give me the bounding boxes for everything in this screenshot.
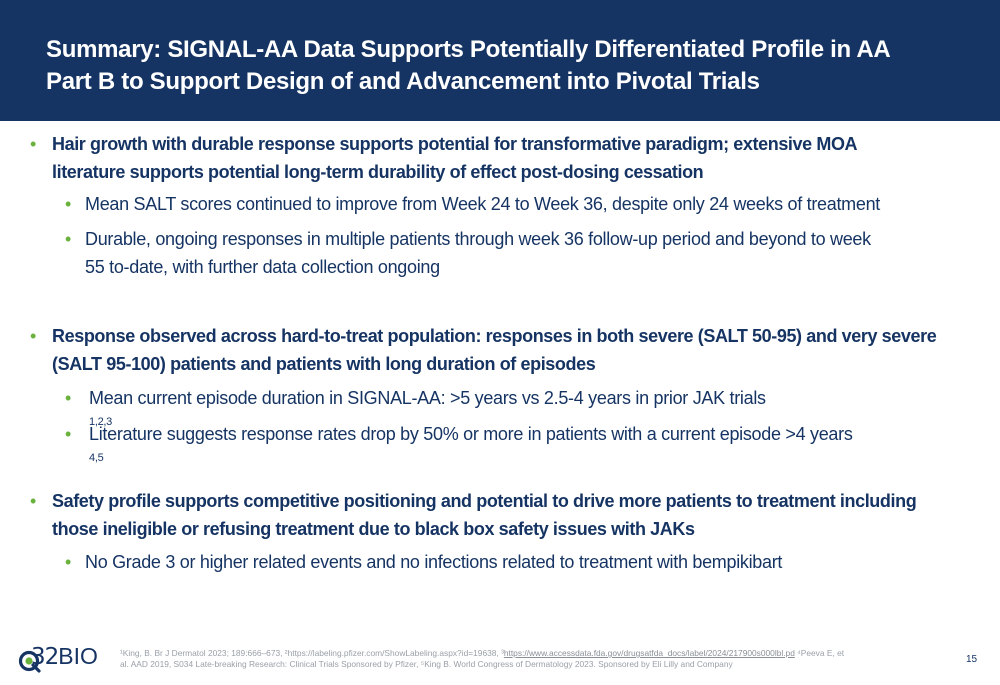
footnote-superscript: 4,5 bbox=[89, 452, 104, 464]
sub-bullet-text: Literature suggests response rates drop … bbox=[89, 420, 969, 476]
main-bullet-text: Safety profile supports competitive posi… bbox=[52, 487, 972, 543]
slide-title: Summary: SIGNAL-AA Data Supports Potenti… bbox=[46, 34, 966, 98]
company-logo-text: 32BIO bbox=[31, 642, 98, 671]
bullet-line: Mean current episode duration in SIGNAL-… bbox=[89, 384, 969, 440]
bullet-dot-icon: • bbox=[30, 134, 37, 154]
bullet-line: Hair growth with durable response suppor… bbox=[52, 134, 858, 154]
reference-link[interactable]: https://www.accessdata.fda.gov/drugsatfd… bbox=[503, 648, 795, 658]
logo-number: 32 bbox=[31, 644, 59, 670]
page-number: 15 bbox=[966, 654, 978, 665]
sub-bullet-text: Durable, ongoing responses in multiple p… bbox=[85, 225, 965, 281]
sub-bullet-text: Mean SALT scores continued to improve fr… bbox=[85, 190, 965, 218]
bullet-line: those ineligible or refusing treatment d… bbox=[52, 519, 695, 539]
bullet-dot-icon: • bbox=[30, 326, 37, 346]
bullet-line: literature supports potential long-term … bbox=[52, 162, 704, 182]
bullet-line-text: Mean current episode duration in SIGNAL-… bbox=[89, 388, 766, 408]
q-logo-icon bbox=[18, 650, 41, 673]
main-bullet-text: Response observed across hard-to-treat p… bbox=[52, 322, 972, 378]
footer: 32BIO ¹King, B. Br J Dermatol 2023; 189:… bbox=[0, 640, 1000, 680]
bullet-line: (SALT 95-100) patients and patients with… bbox=[52, 354, 596, 374]
reference-line-1: ¹King, B. Br J Dermatol 2023; 189:666–67… bbox=[120, 648, 860, 659]
bullet-line: Durable, ongoing responses in multiple p… bbox=[85, 229, 871, 249]
bullet-line: Mean SALT scores continued to improve fr… bbox=[85, 194, 880, 214]
bullet-dot-icon: • bbox=[65, 552, 72, 572]
bullet-dot-icon: • bbox=[30, 491, 37, 511]
bullet-line-text: Literature suggests response rates drop … bbox=[89, 424, 853, 444]
bullet-dot-icon: • bbox=[65, 194, 72, 214]
logo-word: BIO bbox=[58, 643, 98, 669]
bullet-line: Response observed across hard-to-treat p… bbox=[52, 326, 937, 346]
bullet-dot-icon: • bbox=[65, 229, 72, 249]
reference-text: ⁴Peeva E, et bbox=[794, 648, 845, 658]
reference-line-2: al. AAD 2019, S034 Late-breaking Researc… bbox=[120, 659, 733, 669]
sub-bullet-text: Mean current episode duration in SIGNAL-… bbox=[89, 384, 969, 440]
bullet-line: No Grade 3 or higher related events and … bbox=[85, 552, 783, 572]
sub-bullet-text: No Grade 3 or higher related events and … bbox=[85, 548, 965, 576]
reference-text: ¹King, B. Br J Dermatol 2023; 189:666–67… bbox=[120, 648, 504, 658]
title-line-1: Summary: SIGNAL-AA Data Supports Potenti… bbox=[46, 36, 891, 63]
title-line-2: Part B to Support Design of and Advancem… bbox=[46, 68, 760, 95]
bullet-line: Safety profile supports competitive posi… bbox=[52, 491, 917, 511]
footnote-references: ¹King, B. Br J Dermatol 2023; 189:666–67… bbox=[120, 648, 860, 670]
footnote-superscript: 1,2,3 bbox=[89, 416, 112, 428]
bullet-dot-icon: • bbox=[65, 424, 72, 444]
bullet-line: 55 to-date, with further data collection… bbox=[85, 257, 440, 277]
header-bar: Summary: SIGNAL-AA Data Supports Potenti… bbox=[0, 0, 1000, 121]
bullet-line: Literature suggests response rates drop … bbox=[89, 420, 969, 476]
main-bullet-text: Hair growth with durable response suppor… bbox=[52, 130, 972, 186]
bullet-dot-icon: • bbox=[65, 388, 72, 408]
